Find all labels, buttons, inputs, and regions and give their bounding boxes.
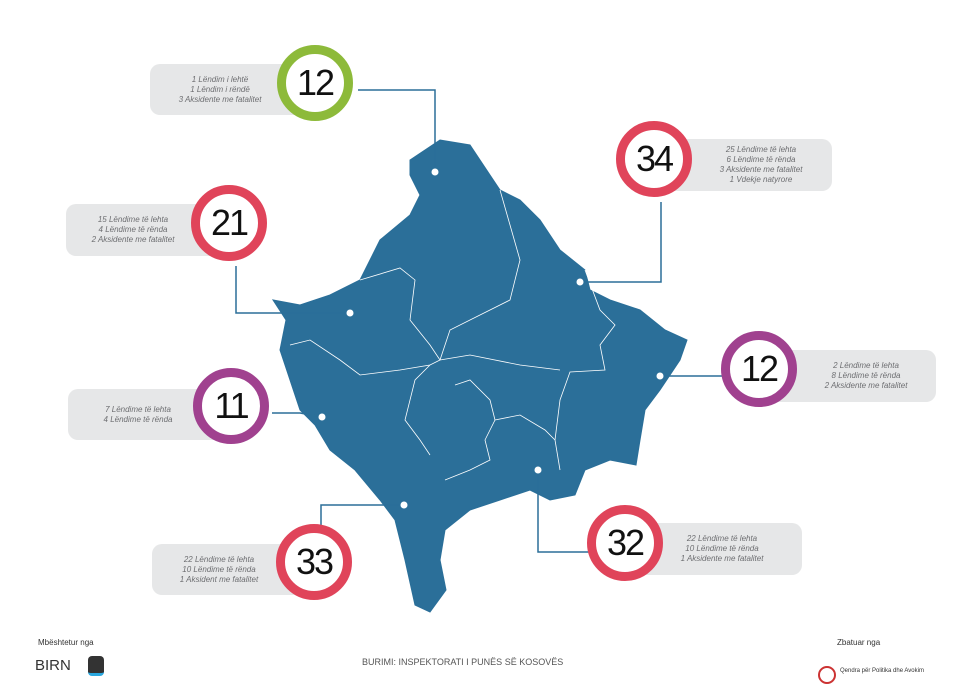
implementer-logo-text: Qendra për Politika dhe Avokim — [840, 668, 924, 674]
stat-line: 22 Lëndime të lehta — [686, 534, 758, 543]
total-badge: 12 — [277, 45, 353, 121]
total-badge: 12 — [721, 331, 797, 407]
total-badge: 21 — [191, 185, 267, 261]
stat-line: 2 Lëndime të lehta — [833, 361, 899, 370]
stat-line: 3 Aksidente me fatalitet — [719, 165, 803, 174]
total-badge: 33 — [276, 524, 352, 600]
stat-line: 4 Lëndime të rënda — [103, 414, 173, 424]
implementer-logo — [818, 666, 836, 684]
total-badge: 32 — [587, 505, 663, 581]
stat-line: 1 Aksident me fatalitet — [179, 574, 259, 584]
map-outline — [271, 139, 688, 613]
stat-line: 1 Vdekje natyrore — [729, 175, 793, 184]
source-label: BURIMI: INSPEKTORATI I PUNËS SË KOSOVËS — [362, 657, 564, 667]
stat-line: 4 Lëndime të rënda — [98, 225, 168, 234]
stat-line: 25 Lëndime të lehta — [725, 145, 797, 154]
stat-line: 3 Aksidente me fatalitet — [178, 94, 262, 104]
stat-line: 10 Lëndime të rënda — [685, 544, 759, 553]
partner-logo — [88, 656, 104, 676]
stat-line: 2 Aksidente me fatalitet — [824, 381, 908, 390]
district-borders — [289, 189, 616, 481]
stat-line: 6 Lëndime të rënda — [726, 155, 796, 164]
stat-line: 2 Aksidente me fatalitet — [91, 235, 175, 244]
stat-line: 1 Lëndim i rëndë — [190, 84, 250, 94]
stat-line: 8 Lëndime të rënda — [831, 371, 901, 380]
stat-line: 22 Lëndime të lehta — [183, 554, 255, 564]
total-badge: 11 — [193, 368, 269, 444]
stat-line: 7 Lëndime të lehta — [105, 404, 171, 414]
connectors — [235, 89, 730, 553]
stat-line: 1 Lëndim i lehtë — [191, 74, 249, 84]
implemented-by-label: Zbatuar nga — [837, 638, 881, 647]
stat-line: 15 Lëndime të lehta — [97, 215, 169, 224]
birn-logo: BIRN — [35, 657, 71, 674]
total-badge: 34 — [616, 121, 692, 197]
location-pins — [318, 168, 664, 509]
stat-line: 10 Lëndime të rënda — [182, 564, 256, 574]
stat-line: 1 Aksidente me fatalitet — [680, 554, 764, 563]
supported-by-label: Mbështetur nga — [38, 638, 94, 647]
